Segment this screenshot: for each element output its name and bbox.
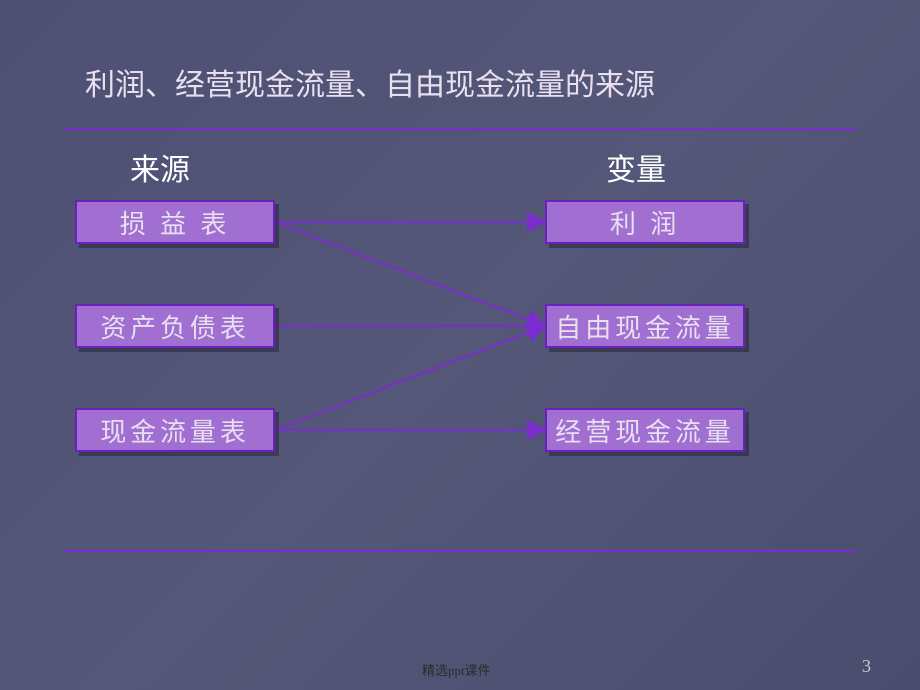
node-var-opcf: 经营现金流量: [545, 408, 745, 452]
slide-title: 利润、经营现金流量、自由现金流量的来源: [85, 60, 655, 104]
node-src-income: 损 益 表: [75, 200, 275, 244]
divider-bottom: [63, 550, 857, 552]
node-src-cashflow: 现金流量表: [75, 408, 275, 452]
column-header-variable: 变量: [606, 145, 666, 189]
node-src-balance: 资产负债表: [75, 304, 275, 348]
node-var-profit: 利 润: [545, 200, 745, 244]
page-number: 3: [862, 656, 871, 677]
footer-text: 精选ppt课件: [422, 660, 491, 679]
edge-src-income-to-var-fcf: [275, 222, 545, 326]
column-header-source: 来源: [130, 145, 190, 189]
node-var-fcf: 自由现金流量: [545, 304, 745, 348]
divider-top: [63, 128, 857, 130]
edge-src-cashflow-to-var-fcf: [275, 326, 545, 430]
